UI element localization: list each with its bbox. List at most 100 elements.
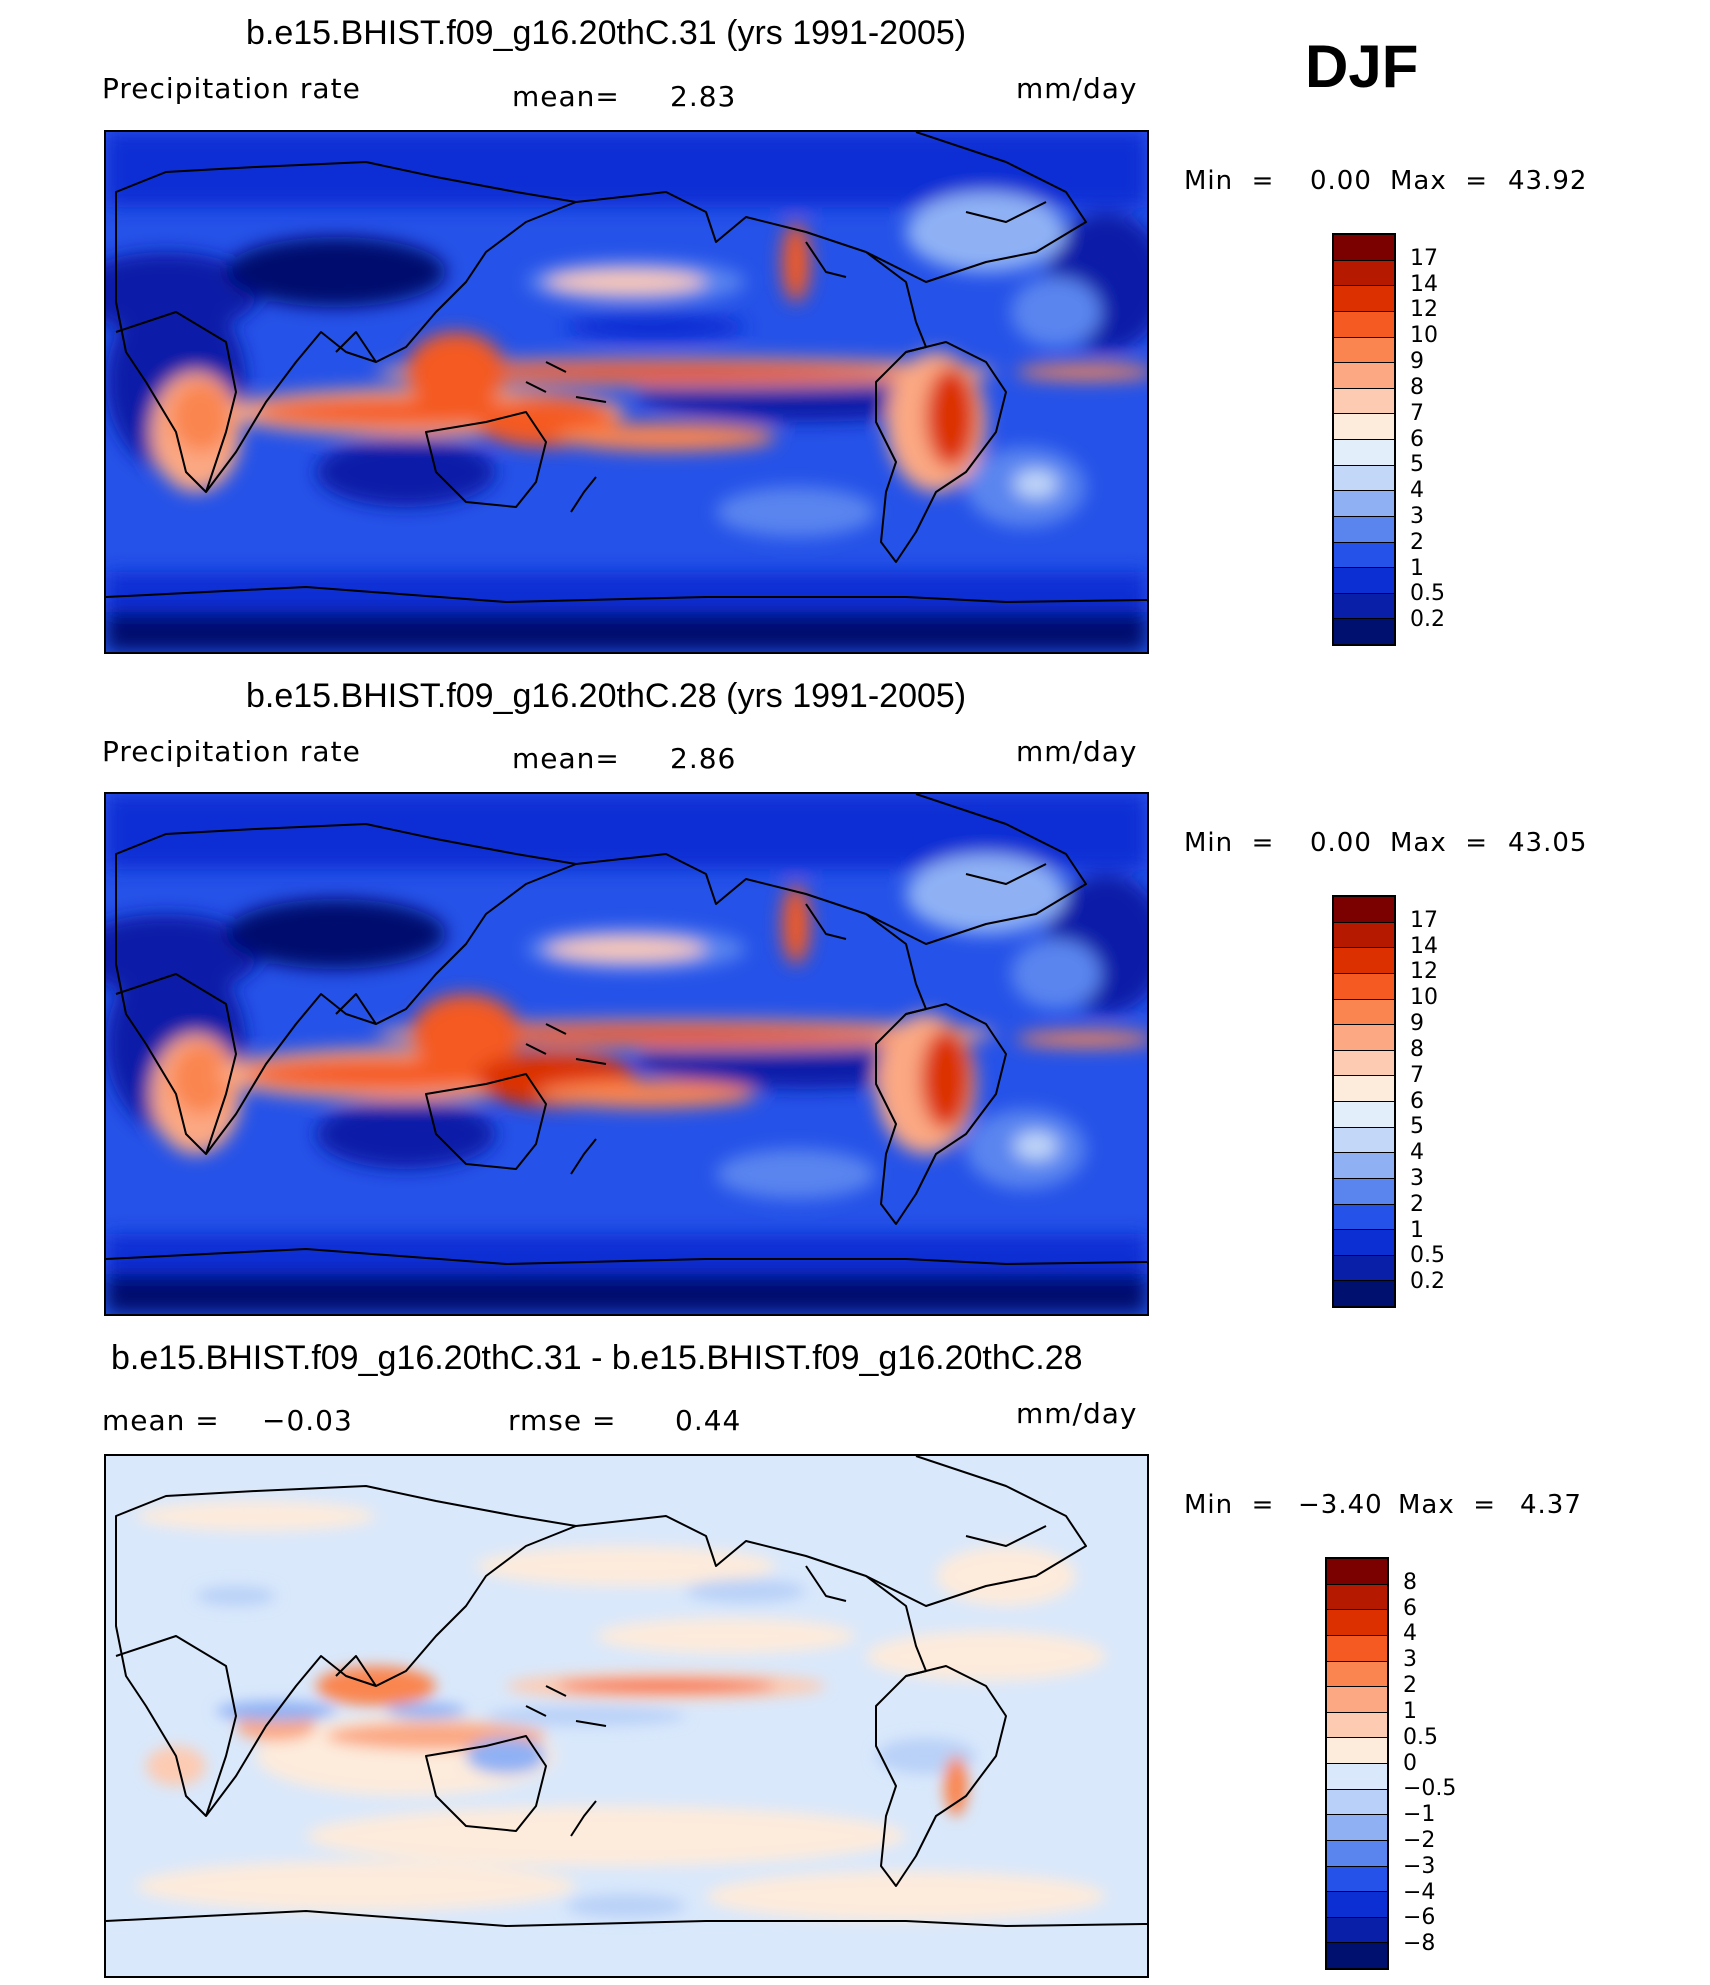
- colorbar-segment: [1334, 1153, 1394, 1179]
- colorbar-tick-label: 0.2: [1410, 607, 1445, 633]
- colorbar-tick-label: 2: [1410, 1191, 1424, 1217]
- colorbar-tick-label: 12: [1410, 297, 1438, 323]
- colorbar-segment: [1334, 922, 1394, 949]
- colorbar-tick-label: 6: [1410, 426, 1424, 452]
- panel-3-mean-value: −0.03: [262, 1404, 353, 1437]
- panel-2-colorbar: [1332, 895, 1396, 1308]
- colorbar-segment: [1334, 1281, 1394, 1306]
- colorbar-segment: [1334, 516, 1394, 543]
- colorbar-segment: [1334, 491, 1394, 517]
- panel-1-colorbar: [1332, 233, 1396, 646]
- colorbar-tick-label: 14: [1410, 271, 1438, 297]
- colorbar-tick-label: 14: [1410, 933, 1438, 959]
- colorbar-tick-label: 1: [1403, 1698, 1417, 1724]
- colorbar-segment: [1327, 1764, 1387, 1790]
- panel-3-units: mm/day: [1016, 1397, 1138, 1430]
- colorbar-tick-label: 7: [1410, 400, 1424, 426]
- colorbar-segment: [1334, 465, 1394, 492]
- colorbar-segment: [1334, 1102, 1394, 1128]
- colorbar-segment: [1327, 1892, 1387, 1918]
- panel-2-map-graphic: [106, 794, 1147, 1314]
- colorbar-segment: [1327, 1687, 1387, 1713]
- colorbar-tick-label: 8: [1410, 374, 1424, 400]
- colorbar-segment: [1334, 568, 1394, 594]
- colorbar-tick-label: −4: [1403, 1879, 1436, 1905]
- colorbar-tick-label: 0.5: [1410, 581, 1445, 607]
- panel-3-min-value: −3.40: [1298, 1490, 1383, 1520]
- colorbar-tick-label: 2: [1410, 529, 1424, 555]
- colorbar-segment: [1334, 1076, 1394, 1102]
- colorbar-tick-label: −3: [1403, 1853, 1436, 1879]
- colorbar-segment: [1334, 286, 1394, 312]
- colorbar-segment: [1334, 1178, 1394, 1205]
- colorbar-tick-label: −2: [1403, 1827, 1436, 1853]
- colorbar-segment: [1327, 1815, 1387, 1841]
- colorbar-segment: [1334, 311, 1394, 338]
- colorbar-tick-label: 3: [1410, 1165, 1424, 1191]
- colorbar-segment: [1334, 948, 1394, 974]
- colorbar-segment: [1334, 897, 1394, 923]
- colorbar-segment: [1334, 1230, 1394, 1256]
- colorbar-segment: [1334, 337, 1394, 364]
- panel-3-rmse-value: 0.44: [675, 1404, 742, 1437]
- colorbar-tick-label: 2: [1403, 1673, 1417, 1699]
- colorbar-segment: [1334, 593, 1394, 620]
- panel-1-units: mm/day: [1016, 72, 1138, 105]
- panel-2-mean-value: 2.86: [670, 742, 737, 775]
- panel-1-min-label: Min =: [1184, 166, 1275, 196]
- panel-2-precip-map: [104, 792, 1149, 1316]
- panel-2-max-value: 43.05: [1508, 828, 1588, 858]
- colorbar-tick-label: 0.5: [1410, 1243, 1445, 1269]
- colorbar-segment: [1334, 414, 1394, 440]
- colorbar-tick-label: −0.5: [1403, 1776, 1457, 1802]
- colorbar-segment: [1327, 1917, 1387, 1944]
- colorbar-tick-label: 1: [1410, 555, 1424, 581]
- colorbar-tick-label: 9: [1410, 1011, 1424, 1037]
- panel-3-max-label: Max =: [1398, 1490, 1497, 1520]
- colorbar-segment: [1334, 1255, 1394, 1282]
- season-label: DJF: [1305, 33, 1419, 100]
- panel-3-rmse-label: rmse =: [508, 1404, 617, 1437]
- colorbar-tick-label: 4: [1410, 1140, 1424, 1166]
- colorbar-segment: [1334, 235, 1394, 261]
- colorbar-segment: [1327, 1789, 1387, 1816]
- panel-3-difference-map: [104, 1454, 1149, 1978]
- colorbar-segment: [1334, 388, 1394, 415]
- colorbar-segment: [1327, 1559, 1387, 1585]
- colorbar-segment: [1334, 542, 1394, 569]
- panel-1-mean-value: 2.83: [670, 80, 737, 113]
- colorbar-tick-label: 8: [1410, 1036, 1424, 1062]
- colorbar-segment: [1334, 363, 1394, 389]
- panel-2-units: mm/day: [1016, 735, 1138, 768]
- colorbar-tick-label: 5: [1410, 452, 1424, 478]
- colorbar-segment: [1327, 1738, 1387, 1764]
- panel-3-max-value: 4.37: [1520, 1490, 1582, 1520]
- colorbar-segment: [1327, 1610, 1387, 1636]
- colorbar-segment: [1327, 1840, 1387, 1867]
- panel-1-min-value: 0.00: [1310, 166, 1372, 196]
- colorbar-tick-label: 0: [1403, 1750, 1417, 1776]
- panel-2-title: b.e15.BHIST.f09_g16.20thC.28 (yrs 1991-2…: [246, 677, 967, 715]
- colorbar-segment: [1327, 1943, 1387, 1968]
- colorbar-segment: [1327, 1584, 1387, 1611]
- colorbar-tick-label: 1: [1410, 1217, 1424, 1243]
- colorbar-tick-label: 12: [1410, 959, 1438, 985]
- panel-2-min-label: Min =: [1184, 828, 1275, 858]
- colorbar-tick-label: 3: [1410, 503, 1424, 529]
- colorbar-segment: [1334, 1127, 1394, 1154]
- colorbar-tick-label: 17: [1410, 907, 1438, 933]
- colorbar-segment: [1327, 1661, 1387, 1688]
- colorbar-tick-label: 6: [1403, 1595, 1417, 1621]
- panel-1-variable-label: Precipitation rate: [102, 72, 361, 105]
- panel-1-mean-label: mean=: [512, 80, 620, 113]
- panel-3-mean-label: mean =: [102, 1404, 220, 1437]
- panel-1-map-graphic: [106, 132, 1147, 652]
- colorbar-tick-label: 3: [1403, 1647, 1417, 1673]
- colorbar-segment: [1327, 1635, 1387, 1662]
- colorbar-tick-label: −6: [1403, 1905, 1436, 1931]
- panel-1-title: b.e15.BHIST.f09_g16.20thC.31 (yrs 1991-2…: [246, 14, 967, 52]
- colorbar-tick-label: 10: [1410, 985, 1438, 1011]
- colorbar-tick-label: 7: [1410, 1062, 1424, 1088]
- colorbar-tick-label: 6: [1410, 1088, 1424, 1114]
- colorbar-tick-label: 4: [1410, 478, 1424, 504]
